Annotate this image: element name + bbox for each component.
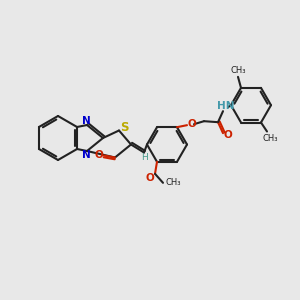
Text: CH₃: CH₃	[262, 134, 278, 143]
Text: O: O	[94, 149, 103, 160]
Text: O: O	[146, 173, 154, 183]
Text: CH₃: CH₃	[230, 66, 246, 75]
Text: CH₃: CH₃	[165, 178, 181, 187]
Text: N: N	[82, 150, 90, 160]
Text: S: S	[120, 121, 128, 134]
Text: N: N	[82, 116, 90, 126]
Text: HN: HN	[217, 101, 235, 111]
Text: O: O	[224, 130, 232, 140]
Text: O: O	[188, 119, 196, 129]
Text: H: H	[142, 153, 148, 162]
